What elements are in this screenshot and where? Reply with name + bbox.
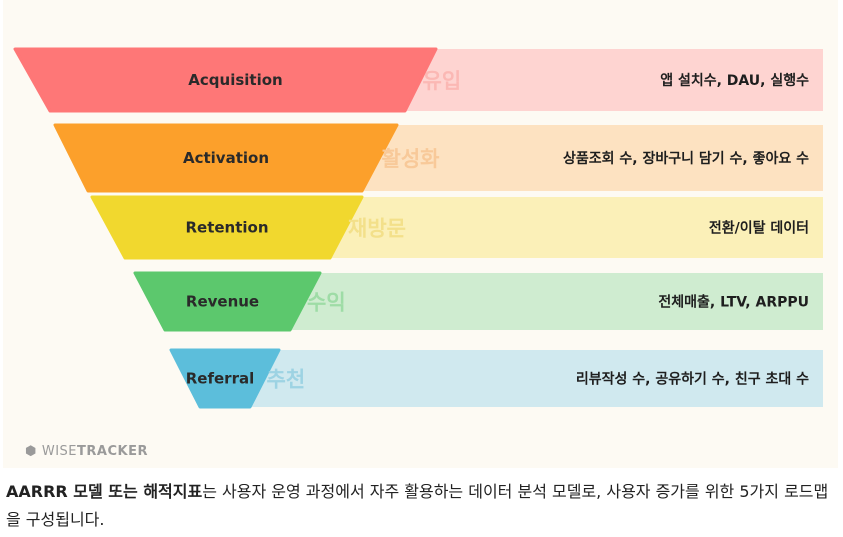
funnel-segment-acquisition xyxy=(13,47,438,113)
metrics-label: 전환/이탈 데이터 xyxy=(709,220,809,237)
caption-bold: AARRR 모델 또는 해적지표 xyxy=(6,482,203,501)
funnel-segment-retention xyxy=(90,195,364,260)
stage-label: Referral xyxy=(186,370,254,388)
korean-label: 재방문 xyxy=(348,217,406,241)
metrics-label: 앱 설치수, DAU, 실행수 xyxy=(660,73,809,89)
band-referral xyxy=(220,350,823,407)
stage-label: Acquisition xyxy=(188,71,282,89)
band-acquisition xyxy=(375,49,823,111)
logo-icon: ⬢ xyxy=(25,444,37,459)
korean-label: 수익 xyxy=(307,291,346,315)
stage-label: Retention xyxy=(185,219,268,237)
metrics-label: 리뷰작성 수, 공유하기 수, 친구 초대 수 xyxy=(576,371,809,388)
korean-label: 활성화 xyxy=(382,147,441,171)
logo-text-light: WISE xyxy=(41,444,78,459)
stage-label: Activation xyxy=(183,149,269,167)
funnel-segment-revenue xyxy=(133,271,322,332)
stage-label: Revenue xyxy=(186,293,259,311)
korean-label: 추천 xyxy=(267,368,306,392)
metrics-label: 전체매출, LTV, ARPPU xyxy=(658,294,809,311)
logo-text-bold: TRACKER xyxy=(77,444,148,459)
funnel-diagram: Acquisition 유입 앱 설치수, DAU, 실행수 Activation 활성… xyxy=(13,47,823,409)
metrics-label: 상품조회 수, 장바구니 담기 수, 좋아요 수 xyxy=(563,150,809,167)
funnel-segment-referral xyxy=(169,348,281,409)
korean-label: 유입 xyxy=(423,69,462,93)
band-retention xyxy=(300,197,823,258)
caption-text: 는 사용자 운영 과정에서 자주 활용하는 데이터 분석 모델로, 사용자 증가… xyxy=(6,482,829,529)
aarrr-funnel-figure: Acquisition 유입 앱 설치수, DAU, 실행수 Activation 활성… xyxy=(3,0,838,468)
band-revenue xyxy=(260,273,823,330)
caption: AARRR 모델 또는 해적지표는 사용자 운영 과정에서 자주 활용하는 데이… xyxy=(6,478,836,534)
wisetracker-logo: ⬢ WISETRACKER xyxy=(25,444,148,459)
funnel-segment-activation xyxy=(53,123,399,193)
band-activation xyxy=(332,125,823,191)
